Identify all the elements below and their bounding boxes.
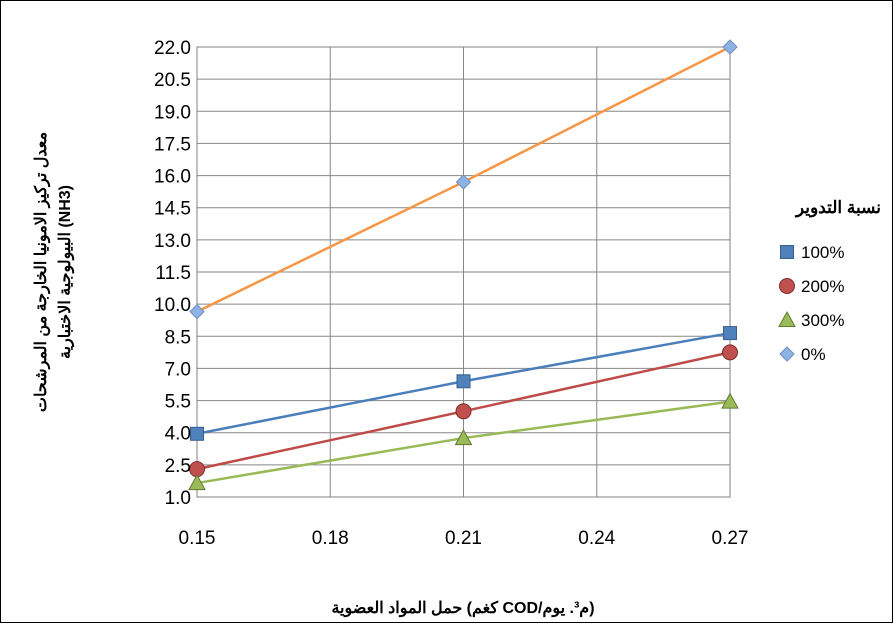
series-0-point: [455, 174, 472, 190]
y-tick-label: 13.0: [154, 231, 191, 252]
x-tick-label: 0.21: [445, 528, 482, 549]
y-tick-label: 19.0: [154, 102, 191, 123]
series-100-point: [723, 326, 737, 341]
legend-title: نسبة التدوير: [794, 198, 881, 218]
series-0-point: [189, 303, 205, 320]
x-tick-label: 0.24: [578, 528, 615, 549]
plot-area: [188, 39, 739, 498]
x-axis-title: حمل المواد العضوية (كغم COD/م³. يوم): [331, 600, 594, 618]
series-0-point: [722, 39, 738, 55]
series-200-point: [722, 344, 738, 361]
legend-item-200-marker: [779, 278, 795, 294]
series-markers: [188, 39, 739, 491]
legend-item-200-label: 200%: [801, 277, 844, 296]
y-tick-label: 14.5: [154, 199, 191, 220]
y-tick-label: 1.0: [165, 488, 191, 509]
y-axis-title-line-1: معدل تركيز الامونيا الخارجة من المرشحات: [33, 132, 51, 412]
legend-item-100-marker: [780, 245, 794, 259]
x-tick-label: 0.27: [712, 528, 749, 549]
y-tick-label: 7.0: [165, 359, 191, 380]
legend: نسبة التدوير 100% 200% 300% 0%: [778, 198, 881, 364]
x-tick-label: 0.18: [312, 528, 349, 549]
legend-item-300-label: 300%: [801, 311, 844, 330]
y-tick-label: 4.0: [165, 424, 191, 445]
y-tick-label: 2.5: [165, 456, 191, 477]
y-tick-label: 17.5: [154, 134, 191, 155]
y-tick-label: 8.5: [165, 327, 191, 348]
plot-border: [196, 46, 731, 498]
legend-items: 100% 200% 300% 0%: [778, 243, 844, 364]
y-tick-label: 22.0: [154, 38, 191, 59]
x-tick-label: 0.15: [179, 528, 216, 549]
y-tick-label: 20.5: [154, 70, 191, 91]
series-100-point: [190, 426, 204, 441]
y-axis-title: معدل تركيز الامونيا الخارجة من المرشحات …: [33, 132, 75, 412]
legend-item-0-marker: [779, 346, 795, 362]
y-tick-label: 16.0: [154, 167, 191, 188]
legend-item-0-label: 0%: [801, 345, 826, 364]
legend-item-100-label: 100%: [801, 243, 844, 262]
series-300-point: [454, 429, 473, 446]
y-axis-title-line-2: البيولوجية الاختبارية (NH3): [57, 185, 75, 359]
legend-item-300-marker: [778, 310, 796, 327]
y-tick-label: 10.0: [154, 295, 191, 316]
series-300-point: [188, 474, 206, 491]
y-axis-ticks: 1.0 2.5 4.0 5.5 7.0 8.5 10.0 11.5 13.0 14.5 16.0 17…: [154, 38, 191, 509]
x-axis-ticks: 0.15 0.18 0.21 0.24 0.27: [179, 528, 749, 549]
series-200-point: [455, 403, 472, 420]
series-300-point: [721, 392, 739, 409]
series-100-point: [456, 374, 471, 389]
y-tick-label: 11.5: [155, 263, 191, 284]
y-tick-label: 5.5: [165, 392, 191, 413]
